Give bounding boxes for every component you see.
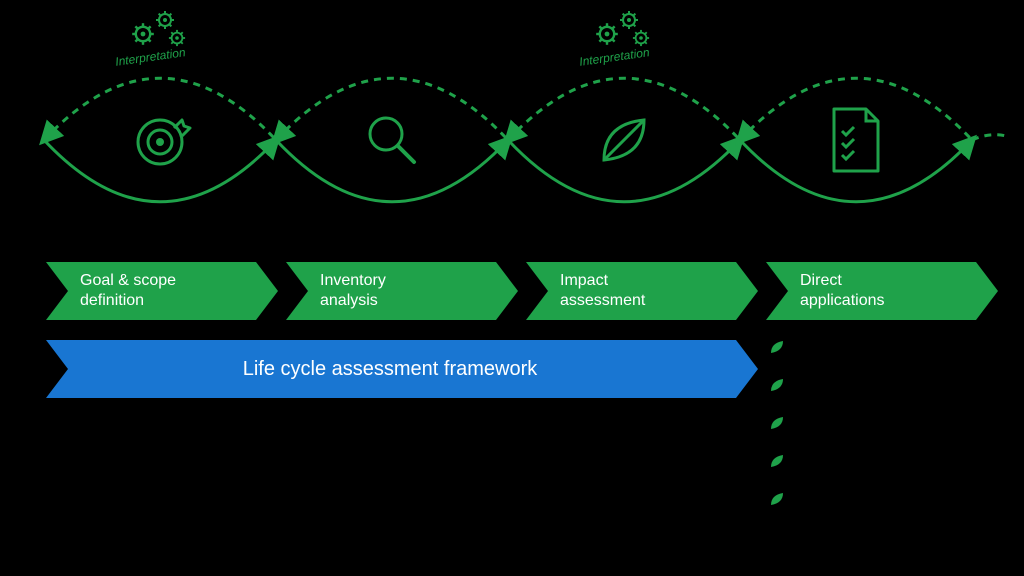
step-inventory: Inventory analysis [286,262,518,320]
steps-row: Goal & scope definition Inventory analys… [46,262,1024,320]
step-label: Goal & scope definition [80,271,176,311]
diagram-stage: InterpretationInterpretation Goal & scop… [0,0,1024,576]
impact-icon [584,100,664,180]
leaf-bullet-icon [770,492,784,506]
step-label: Inventory analysis [320,271,386,311]
step-impact: Impact assessment [526,262,758,320]
goal-scope-icon [120,100,200,180]
leaf-bullet-icon [770,340,784,354]
apps-icon [816,100,896,180]
step-goal-scope: Goal & scope definition [46,262,278,320]
leaf-bullet-icon [770,378,784,392]
step-label: Direct applications [800,271,885,311]
step-apps: Direct applications [766,262,998,320]
framework-bar: Life cycle assessment framework [46,340,758,398]
step-label: Impact assessment [560,271,645,311]
leaf-bullet-icon [770,416,784,430]
framework-label: Life cycle assessment framework [46,340,734,398]
bullet-column [770,340,784,530]
inventory-icon [352,100,432,180]
leaf-bullet-icon [770,454,784,468]
